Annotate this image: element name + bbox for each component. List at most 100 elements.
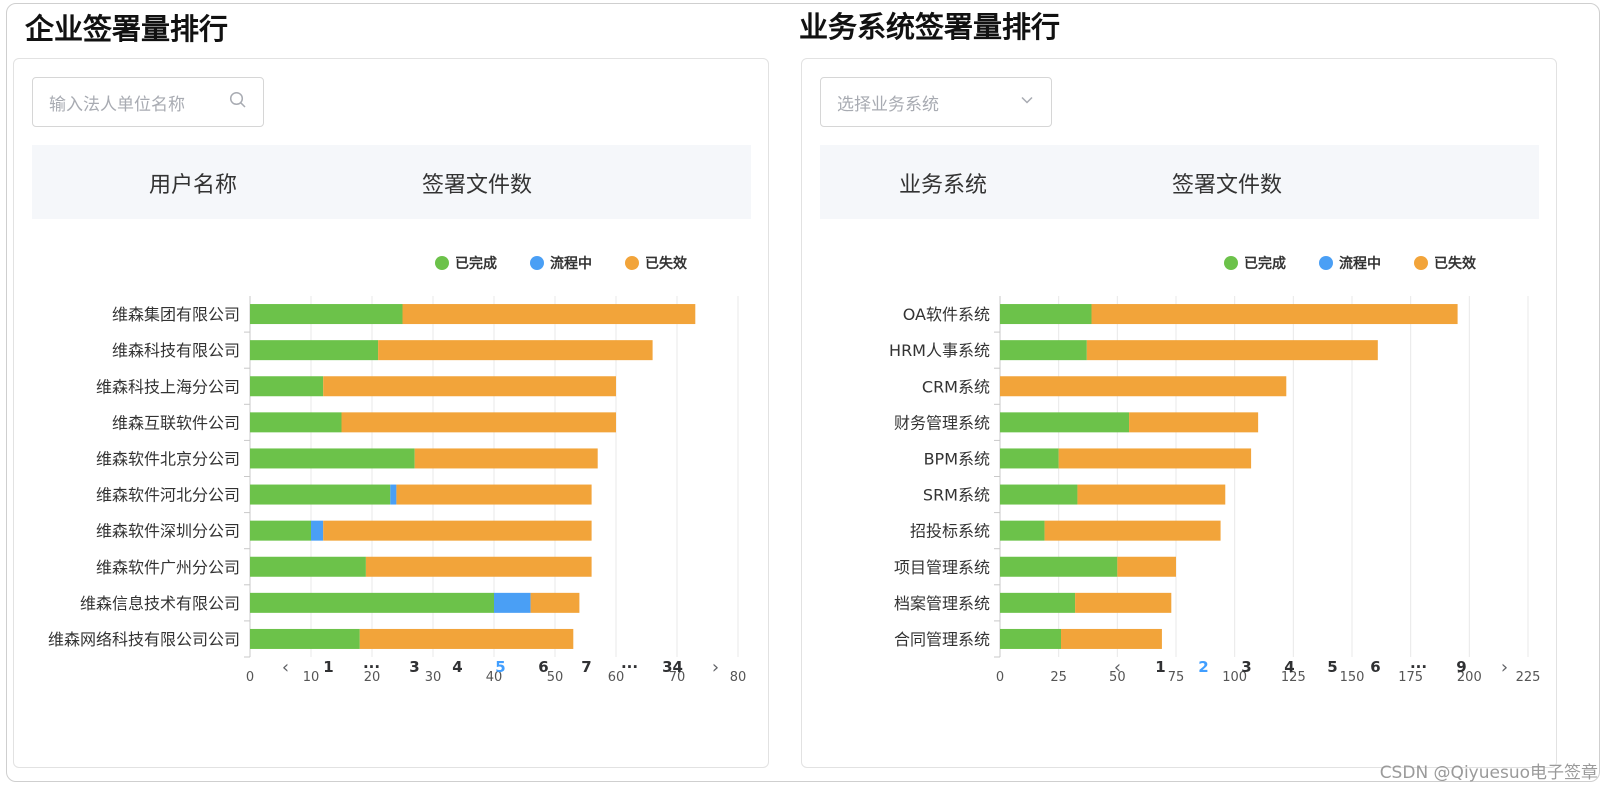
bar-segment-2 <box>414 448 598 469</box>
page-button[interactable]: 3 <box>409 658 420 676</box>
prev-page-button[interactable]: ‹ <box>281 656 290 678</box>
enterprise-pagination: ‹ 1 ··· 3 4 5 6 7 ··· 34 › <box>264 652 737 682</box>
search-icon[interactable] <box>229 91 247 114</box>
page-button[interactable]: 4 <box>452 658 463 676</box>
column-header-business-system: 业务系统 <box>899 173 988 198</box>
bar-segment-0 <box>250 520 311 541</box>
y-category-label: 档案管理系统 <box>894 594 990 613</box>
bar-segment-0 <box>250 376 324 397</box>
bar-segment-2 <box>1117 556 1176 577</box>
bar-segment-0 <box>1000 556 1118 577</box>
page-button[interactable]: 7 <box>581 658 592 676</box>
bar-segment-2 <box>530 592 580 613</box>
enterprise-table-header: 用户名称 签署文件数 <box>32 145 751 219</box>
y-category-label: 维森软件北京分公司 <box>96 449 240 468</box>
legend-label: 流程中 <box>550 255 592 272</box>
bar-segment-2 <box>396 484 592 505</box>
enterprise-search-input[interactable]: 输入法人单位名称 <box>32 77 264 127</box>
x-tick-label: 80 <box>730 670 747 685</box>
bar-segment-0 <box>1000 520 1045 541</box>
y-category-label: 维森互联软件公司 <box>112 413 240 432</box>
x-tick-label: 175 <box>1398 670 1423 685</box>
x-tick-label: 125 <box>1281 670 1306 685</box>
y-category-label: 合同管理系统 <box>894 630 990 649</box>
chevron-down-icon[interactable] <box>1019 92 1035 113</box>
column-header-signed-files: 签署文件数 <box>1172 173 1283 198</box>
bar-segment-1 <box>494 592 531 613</box>
bar-segment-2 <box>359 628 574 649</box>
bar-segment-0 <box>1000 448 1059 469</box>
x-tick-label: 20 <box>364 670 381 685</box>
y-category-label: 维森信息技术有限公司 <box>80 594 240 613</box>
bar-segment-0 <box>1000 412 1130 433</box>
bar-segment-0 <box>250 304 403 325</box>
y-category-label: HRM人事系统 <box>889 341 990 360</box>
x-tick-label: 50 <box>547 670 564 685</box>
bar-segment-2 <box>1061 628 1162 649</box>
legend-label: 已失效 <box>1434 255 1477 272</box>
bar-segment-2 <box>323 520 592 541</box>
page-button[interactable]: 6 <box>538 658 549 676</box>
bar-segment-0 <box>250 484 391 505</box>
bar-segment-2 <box>1077 484 1226 505</box>
page-button-active[interactable]: 2 <box>1198 658 1209 676</box>
page-ellipsis[interactable]: ··· <box>1409 658 1428 676</box>
bar-segment-0 <box>1000 484 1078 505</box>
page-button[interactable]: 5 <box>1327 658 1338 676</box>
x-tick-label: 30 <box>425 670 442 685</box>
page-button[interactable]: 6 <box>1370 658 1381 676</box>
next-page-button[interactable]: › <box>1500 656 1509 678</box>
business-system-select[interactable]: 选择业务系统 <box>820 77 1052 127</box>
page-button[interactable]: 1 <box>323 658 334 676</box>
legend-label: 已完成 <box>1244 255 1286 272</box>
bar-segment-0 <box>250 340 379 361</box>
page-button[interactable]: 3 <box>1241 658 1252 676</box>
bar-segment-2 <box>1086 340 1378 361</box>
page-button-active[interactable]: 5 <box>495 658 506 676</box>
y-category-label: BPM系统 <box>924 449 990 468</box>
legend-swatch <box>1319 256 1333 270</box>
dashboard-frame <box>6 3 1600 782</box>
next-page-button[interactable]: › <box>711 656 720 678</box>
bar-segment-0 <box>250 556 366 577</box>
page-button[interactable]: 9 <box>1456 658 1467 676</box>
x-tick-label: 50 <box>1109 670 1126 685</box>
x-tick-label: 0 <box>996 670 1004 685</box>
y-category-label: 项目管理系统 <box>894 558 990 577</box>
bar-segment-2 <box>1000 376 1287 397</box>
x-tick-label: 0 <box>246 670 254 685</box>
bar-segment-2 <box>1091 304 1458 325</box>
bar-segment-1 <box>311 520 324 541</box>
page-button[interactable]: 4 <box>1284 658 1295 676</box>
select-placeholder: 选择业务系统 <box>837 94 939 115</box>
legend-label: 已完成 <box>455 255 497 272</box>
bar-segment-0 <box>1000 304 1092 325</box>
page-button[interactable]: 1 <box>1155 658 1166 676</box>
x-tick-label: 10 <box>303 670 320 685</box>
page-ellipsis[interactable]: ··· <box>362 658 381 676</box>
prev-page-button[interactable]: ‹ <box>1113 656 1122 678</box>
bar-segment-0 <box>250 412 342 433</box>
business-system-pagination: ‹ 1 2 3 4 5 6 ··· 9 › <box>1096 652 1526 682</box>
bar-segment-0 <box>1000 592 1076 613</box>
y-category-label: SRM系统 <box>923 486 990 505</box>
x-tick-label: 150 <box>1340 670 1365 685</box>
bar-segment-0 <box>250 448 415 469</box>
column-header-signed-files: 签署文件数 <box>422 173 533 198</box>
page-ellipsis[interactable]: ··· <box>620 658 639 676</box>
legend-swatch <box>435 256 449 270</box>
x-tick-label: 200 <box>1457 670 1482 685</box>
x-tick-label: 40 <box>486 670 503 685</box>
bar-segment-2 <box>1075 592 1172 613</box>
page-button[interactable]: 34 <box>662 658 683 676</box>
search-placeholder: 输入法人单位名称 <box>49 94 185 115</box>
legend-label: 流程中 <box>1339 255 1381 272</box>
y-category-label: 维森网络科技有限公司公司 <box>48 630 240 649</box>
business-system-table-header: 业务系统 签署文件数 <box>820 145 1539 219</box>
y-category-label: 维森集团有限公司 <box>112 305 240 324</box>
x-tick-label: 225 <box>1516 670 1541 685</box>
bar-segment-0 <box>1000 628 1062 649</box>
legend-swatch <box>530 256 544 270</box>
bar-segment-2 <box>1058 448 1252 469</box>
